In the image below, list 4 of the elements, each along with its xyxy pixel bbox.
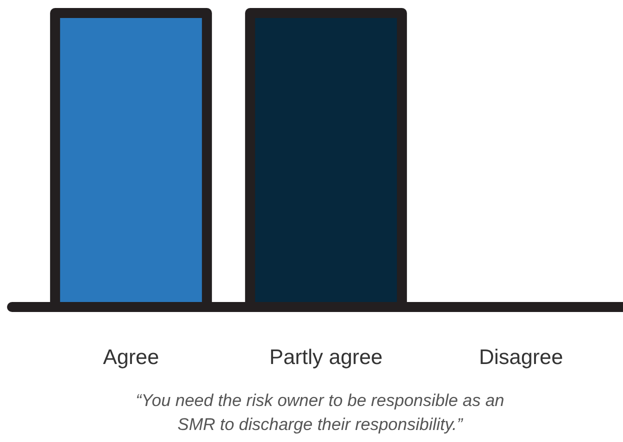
- x-tick-label: Partly agree: [269, 346, 383, 369]
- x-tick-label: Disagree: [478, 346, 564, 369]
- text: “You need the risk owner to be responsible as an SMR to discharge their responsibility.”: [136, 391, 504, 434]
- x-tick-label: Agree: [102, 346, 160, 369]
